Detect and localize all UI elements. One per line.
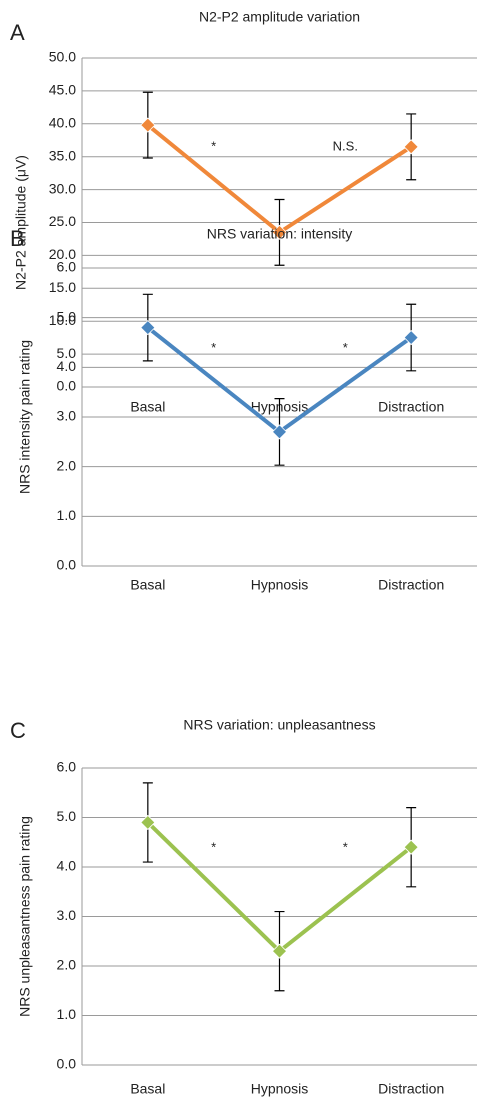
x-tick-label: Basal <box>130 577 165 593</box>
y-tick-label: 5.0 <box>57 345 77 361</box>
y-tick-label: 6.0 <box>57 759 77 775</box>
point <box>140 117 156 133</box>
y-axis-label: N2-P2 amplitude (μV) <box>13 155 29 290</box>
point <box>271 224 288 240</box>
annotation: * <box>211 138 216 153</box>
annotation: N.S. <box>333 138 358 153</box>
point <box>140 814 156 831</box>
y-tick-label: 2.0 <box>57 457 77 473</box>
y-tick-label: 20.0 <box>49 246 76 262</box>
y-tick-label: 4.0 <box>57 358 77 374</box>
point <box>403 839 419 855</box>
y-tick-label: 25.0 <box>49 213 76 229</box>
point <box>140 320 156 336</box>
y-tick-label: 35.0 <box>49 147 76 163</box>
point <box>271 424 288 440</box>
y-tick-label: 50.0 <box>49 49 76 65</box>
y-tick-label: 6.0 <box>57 259 77 275</box>
y-tick-label: 3.0 <box>57 907 77 923</box>
x-tick-label: Hypnosis <box>251 577 309 593</box>
annotation: * <box>211 340 216 355</box>
y-tick-label: 3.0 <box>57 408 77 424</box>
point <box>403 329 419 346</box>
y-tick-label: 10.0 <box>49 312 76 328</box>
y-tick-label: 2.0 <box>57 957 77 973</box>
panel-letter: C <box>10 718 26 743</box>
y-tick-label: 1.0 <box>57 1006 77 1022</box>
y-tick-label: 15.0 <box>49 279 76 295</box>
y-tick-label: 45.0 <box>49 82 76 98</box>
x-tick-label: Distraction <box>378 399 444 415</box>
x-tick-label: Distraction <box>378 1081 444 1097</box>
annotation: * <box>343 340 348 355</box>
x-tick-label: Distraction <box>378 577 444 593</box>
panel-letter: B <box>10 226 25 251</box>
y-tick-label: 0.0 <box>57 1056 77 1072</box>
x-tick-label: Basal <box>130 1081 165 1097</box>
chart-title: NRS variation: unpleasantness <box>183 717 375 733</box>
chart-title: NRS variation: intensity <box>207 226 353 242</box>
y-axis-label: NRS unpleasantness pain rating <box>17 816 33 1017</box>
y-tick-label: 0.0 <box>57 557 77 573</box>
annotation: * <box>211 840 216 855</box>
y-axis-label: NRS intensity pain rating <box>17 340 33 494</box>
point <box>271 943 288 959</box>
y-tick-label: 5.0 <box>57 808 77 824</box>
panel-letter: A <box>10 20 25 45</box>
point <box>403 139 419 155</box>
y-tick-label: 1.0 <box>57 507 77 523</box>
chart-title: N2-P2 amplitude variation <box>199 9 360 25</box>
x-tick-label: Basal <box>130 399 165 415</box>
y-tick-label: 0.0 <box>57 378 77 394</box>
y-tick-label: 40.0 <box>49 115 76 131</box>
y-tick-label: 4.0 <box>57 858 77 874</box>
y-tick-label: 30.0 <box>49 180 76 196</box>
annotation: * <box>343 840 348 855</box>
x-tick-label: Hypnosis <box>251 1081 309 1097</box>
y-tick-label: 5.0 <box>57 308 77 324</box>
